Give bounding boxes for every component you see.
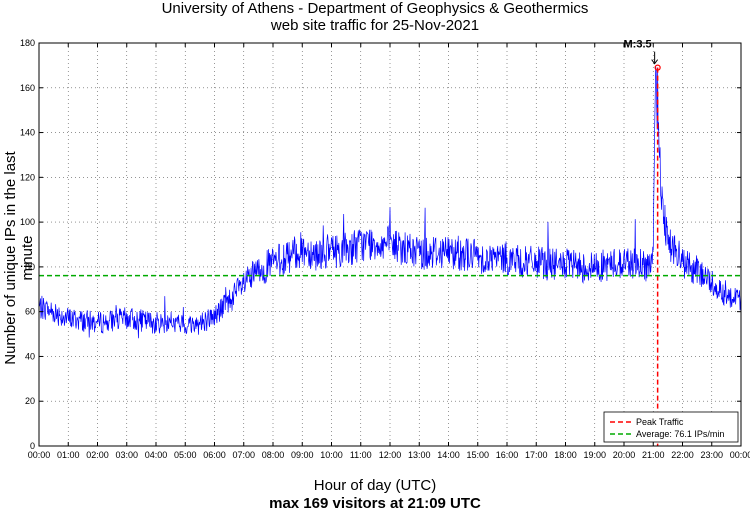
x-axis-label: Hour of day (UTC) bbox=[313, 477, 437, 494]
y-tick-label: 0 bbox=[30, 441, 35, 451]
y-tick-label: 180 bbox=[20, 38, 35, 48]
x-tick-label: 15:00 bbox=[466, 450, 489, 460]
x-tick-label: 06:00 bbox=[203, 450, 226, 460]
x-tick-label: 21:00 bbox=[642, 450, 665, 460]
peak-caption: max 169 visitors at 21:09 UTC bbox=[269, 495, 481, 512]
x-tick-label: 16:00 bbox=[496, 450, 519, 460]
peak-marker bbox=[654, 64, 661, 71]
chart-title: University of Athens - Department of Geo… bbox=[161, 0, 589, 17]
x-tick-label: 13:00 bbox=[408, 450, 431, 460]
x-tick-label: 00:00 bbox=[730, 450, 750, 460]
x-tick-label: 20:00 bbox=[613, 450, 636, 460]
x-tick-label: 12:00 bbox=[379, 450, 402, 460]
x-tick-label: 09:00 bbox=[291, 450, 314, 460]
x-tick-label: 22:00 bbox=[671, 450, 694, 460]
series-line bbox=[38, 66, 742, 339]
x-tick-label: 11:00 bbox=[350, 450, 372, 460]
x-tick-label: 05:00 bbox=[174, 450, 197, 460]
x-tick-label: 07:00 bbox=[232, 450, 255, 460]
y-tick-label: 40 bbox=[25, 351, 35, 361]
y-tick-label: 120 bbox=[20, 172, 35, 182]
x-tick-label: 17:00 bbox=[525, 450, 548, 460]
x-tick-label: 08:00 bbox=[262, 450, 285, 460]
legend-entry: Peak Traffic bbox=[636, 417, 684, 427]
x-tick-label: 10:00 bbox=[320, 450, 343, 460]
x-tick-label: 01:00 bbox=[57, 450, 80, 460]
annotation-arrow-head bbox=[651, 59, 659, 65]
x-tick-label: 00:00 bbox=[28, 450, 51, 460]
x-tick-label: 03:00 bbox=[115, 450, 138, 460]
chart-subtitle: web site traffic for 25-Nov-2021 bbox=[270, 17, 480, 34]
y-tick-label: 60 bbox=[25, 307, 35, 317]
x-tick-label: 19:00 bbox=[583, 450, 606, 460]
peak-annotation: M:3.5 bbox=[624, 39, 652, 51]
x-tick-label: 02:00 bbox=[86, 450, 109, 460]
legend-entry: Average: 76.1 IPs/min bbox=[636, 429, 724, 439]
x-tick-label: 04:00 bbox=[145, 450, 168, 460]
x-tick-label: 18:00 bbox=[554, 450, 577, 460]
y-tick-label: 20 bbox=[25, 396, 35, 406]
legend-box bbox=[603, 411, 739, 443]
x-tick-label: 23:00 bbox=[700, 450, 723, 460]
y-tick-label: 100 bbox=[20, 217, 35, 227]
y-tick-label: 140 bbox=[20, 128, 35, 138]
plot-area bbox=[39, 43, 741, 446]
x-tick-label: 14:00 bbox=[437, 450, 460, 460]
y-tick-label: 160 bbox=[20, 83, 35, 93]
y-tick-label: 80 bbox=[25, 262, 35, 272]
